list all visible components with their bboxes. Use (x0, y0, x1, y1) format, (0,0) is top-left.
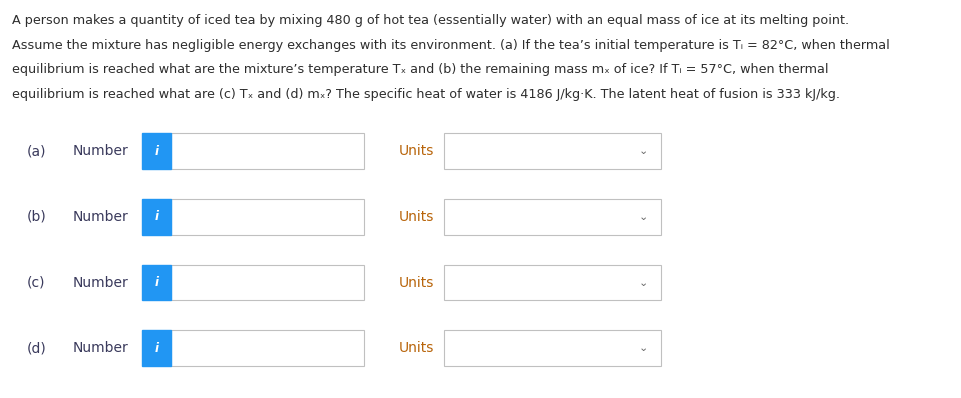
FancyBboxPatch shape (171, 330, 363, 366)
Text: (b): (b) (27, 210, 47, 224)
Text: (d): (d) (27, 341, 47, 355)
Text: i: i (155, 211, 159, 223)
Text: A person makes a quantity of iced tea by mixing 480 g of hot tea (essentially wa: A person makes a quantity of iced tea by… (12, 14, 848, 27)
FancyBboxPatch shape (142, 330, 171, 366)
Text: Number: Number (72, 144, 128, 158)
FancyBboxPatch shape (142, 265, 171, 300)
Text: (c): (c) (27, 275, 45, 290)
Text: ⌄: ⌄ (638, 277, 648, 288)
FancyBboxPatch shape (171, 265, 363, 300)
FancyBboxPatch shape (171, 133, 363, 169)
Text: Units: Units (399, 144, 434, 158)
Text: ⌄: ⌄ (638, 146, 648, 156)
Text: Number: Number (72, 275, 128, 290)
Text: ⌄: ⌄ (638, 212, 648, 222)
Text: Units: Units (399, 275, 434, 290)
Text: (a): (a) (27, 144, 46, 158)
Text: Assume the mixture has negligible energy exchanges with its environment. (a) If : Assume the mixture has negligible energy… (12, 39, 888, 52)
Text: Number: Number (72, 341, 128, 355)
Text: Number: Number (72, 210, 128, 224)
FancyBboxPatch shape (142, 199, 171, 235)
Text: Units: Units (399, 341, 434, 355)
FancyBboxPatch shape (444, 265, 660, 300)
Text: i: i (155, 342, 159, 355)
FancyBboxPatch shape (171, 199, 363, 235)
FancyBboxPatch shape (444, 199, 660, 235)
Text: equilibrium is reached what are the mixture’s temperature Tₓ and (b) the remaini: equilibrium is reached what are the mixt… (12, 63, 827, 76)
Text: i: i (155, 276, 159, 289)
Text: Units: Units (399, 210, 434, 224)
FancyBboxPatch shape (142, 133, 171, 169)
Text: i: i (155, 145, 159, 158)
Text: equilibrium is reached what are (c) Tₓ and (d) mₓ? The specific heat of water is: equilibrium is reached what are (c) Tₓ a… (12, 88, 839, 101)
FancyBboxPatch shape (444, 133, 660, 169)
FancyBboxPatch shape (444, 330, 660, 366)
Text: ⌄: ⌄ (638, 343, 648, 353)
